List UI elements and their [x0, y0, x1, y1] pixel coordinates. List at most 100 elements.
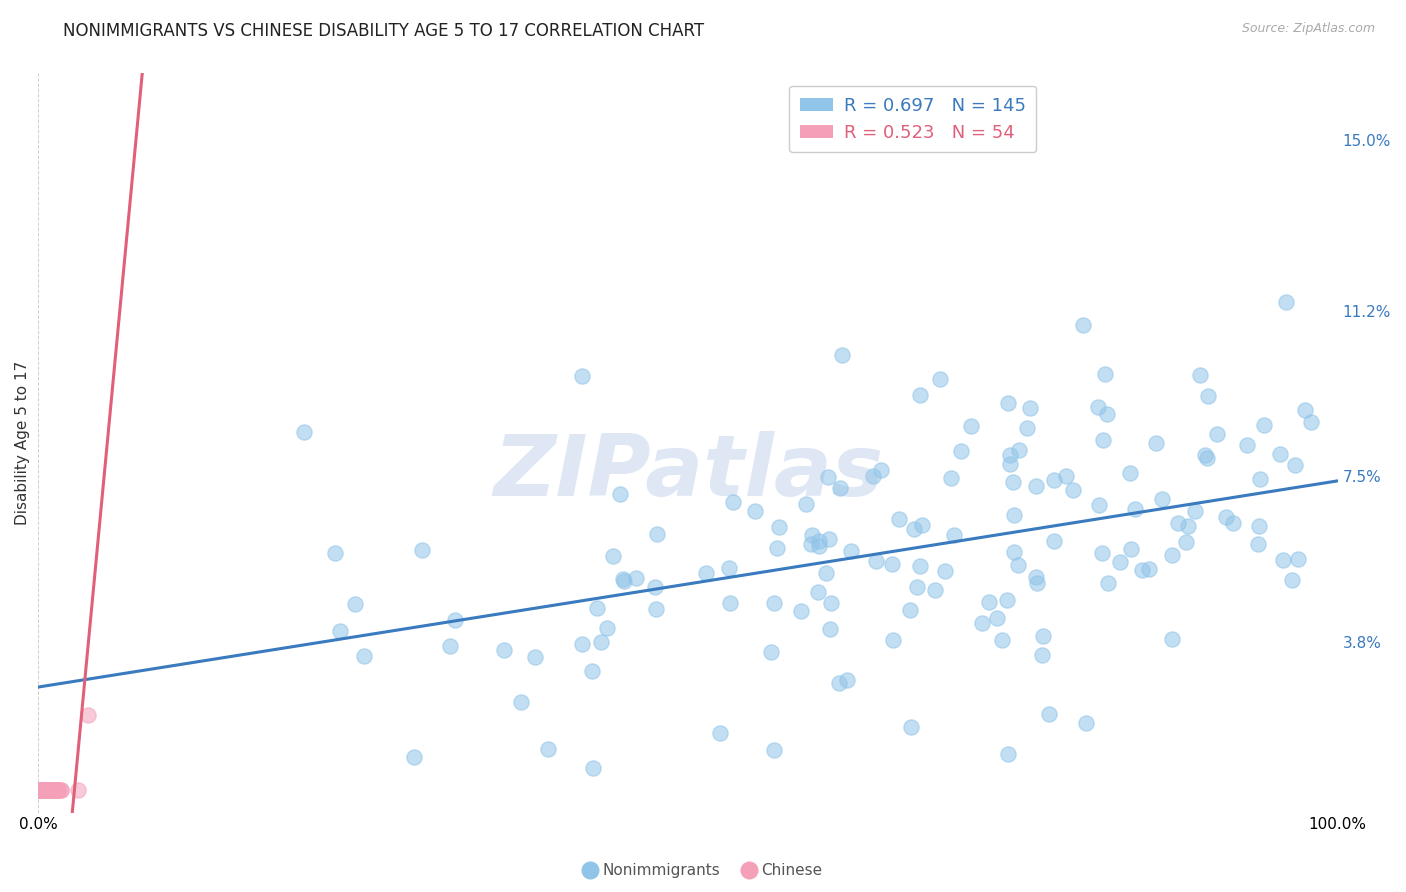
- Point: [1206, 426, 1229, 441]
- Point: [718, 561, 741, 575]
- Point: [1119, 466, 1142, 480]
- Point: [1175, 534, 1198, 549]
- Point: [42, 783, 65, 797]
- Point: [1222, 516, 1244, 531]
- Point: [32, 783, 55, 797]
- Point: [644, 580, 666, 594]
- Point: [942, 528, 965, 542]
- Point: [28, 783, 51, 797]
- Point: [609, 487, 631, 501]
- Point: [1249, 473, 1271, 487]
- Point: [30, 783, 52, 797]
- Point: [815, 566, 838, 580]
- Text: Source: ZipAtlas.com: Source: ZipAtlas.com: [1241, 22, 1375, 36]
- Point: [1270, 447, 1292, 461]
- Point: [1144, 435, 1167, 450]
- Point: [1121, 542, 1143, 557]
- Point: [30, 783, 52, 797]
- Point: [1167, 516, 1189, 530]
- Point: [28, 783, 51, 797]
- Legend: R = 0.697   N = 145, R = 0.523   N = 54: R = 0.697 N = 145, R = 0.523 N = 54: [789, 86, 1036, 153]
- Point: [997, 395, 1019, 409]
- Point: [586, 601, 609, 615]
- Point: [1071, 318, 1094, 332]
- Point: [30, 783, 52, 797]
- Point: [934, 564, 956, 578]
- Point: [582, 761, 605, 775]
- Point: [1236, 438, 1258, 452]
- Point: [1002, 508, 1025, 522]
- Point: [865, 554, 887, 568]
- Point: [910, 388, 932, 402]
- Point: [28, 783, 51, 797]
- Point: [1150, 491, 1173, 506]
- Point: [924, 583, 946, 598]
- Point: [1031, 648, 1053, 663]
- Point: [45, 783, 67, 797]
- Point: [39, 783, 62, 797]
- Point: [1274, 294, 1296, 309]
- Point: [591, 634, 613, 648]
- Point: [76, 707, 98, 722]
- Point: [37, 783, 59, 797]
- Point: [807, 533, 830, 548]
- Point: [1253, 418, 1275, 433]
- Point: [325, 546, 347, 560]
- Point: [1042, 534, 1064, 549]
- Point: [744, 504, 766, 518]
- Point: [1249, 519, 1271, 533]
- Point: [1184, 504, 1206, 518]
- Point: [38, 783, 60, 797]
- Point: [839, 544, 862, 558]
- Point: [1160, 548, 1182, 562]
- Point: [1137, 562, 1160, 576]
- Point: [31, 783, 53, 797]
- Y-axis label: Disability Age 5 to 17: Disability Age 5 to 17: [15, 360, 30, 524]
- Point: [37, 783, 59, 797]
- Point: [37, 783, 59, 797]
- Point: [709, 726, 731, 740]
- Point: [49, 783, 72, 797]
- Point: [986, 611, 1008, 625]
- Point: [1284, 458, 1306, 472]
- Point: [39, 783, 62, 797]
- Point: [28, 783, 51, 797]
- Point: [329, 624, 352, 639]
- Point: [880, 557, 903, 571]
- Point: [828, 676, 851, 690]
- Point: [344, 597, 367, 611]
- Point: [28, 783, 51, 797]
- Point: [929, 372, 952, 386]
- Point: [1177, 519, 1199, 533]
- Point: [31, 783, 53, 797]
- Point: [571, 637, 593, 651]
- Point: [828, 481, 851, 495]
- Point: [35, 783, 58, 797]
- Point: [27, 783, 49, 797]
- Point: [45, 783, 67, 797]
- Point: [908, 559, 931, 574]
- Point: [30, 783, 52, 797]
- Point: [759, 645, 782, 659]
- Point: [602, 549, 624, 564]
- Point: [32, 783, 55, 797]
- Point: [42, 783, 65, 797]
- Point: [870, 463, 893, 477]
- Point: [571, 369, 593, 384]
- Text: NONIMMIGRANTS VS CHINESE DISABILITY AGE 5 TO 17 CORRELATION CHART: NONIMMIGRANTS VS CHINESE DISABILITY AGE …: [63, 22, 704, 40]
- Point: [939, 471, 962, 485]
- Point: [595, 621, 617, 635]
- Point: [1038, 706, 1060, 721]
- Point: [695, 566, 717, 580]
- Point: [718, 596, 741, 610]
- Point: [42, 783, 65, 797]
- Point: [1018, 401, 1040, 415]
- Point: [66, 783, 89, 797]
- Point: [818, 532, 841, 546]
- Point: [30, 783, 52, 797]
- Point: [612, 573, 634, 587]
- Point: [1091, 546, 1114, 560]
- Point: [1007, 443, 1029, 458]
- Point: [794, 497, 817, 511]
- Point: [1091, 434, 1114, 448]
